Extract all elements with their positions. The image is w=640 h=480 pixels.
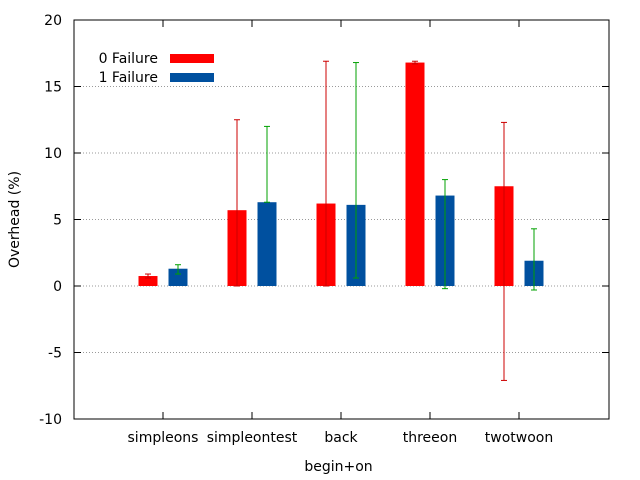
y-tick-label: -5: [48, 346, 62, 362]
x-tick-label: threeon: [403, 430, 457, 446]
bar: [168, 268, 188, 286]
legend-label: 0 Failure: [99, 51, 158, 67]
legend-swatch: [170, 73, 214, 82]
x-tick-label: back: [324, 430, 358, 446]
error-bar: [175, 264, 181, 275]
x-tick-label: simpleons: [128, 430, 199, 446]
y-tick-label: 5: [53, 213, 62, 229]
error-bar: [145, 273, 151, 279]
bar: [405, 62, 425, 287]
axis-ticks: -10 -5 0 5 10 15 20 simpleons simpleontest back th…: [39, 13, 609, 446]
legend: 0 Failure 1 Failure: [99, 51, 214, 86]
error-bar: [353, 62, 359, 279]
y-tick-label: 20: [44, 13, 62, 29]
error-bar: [264, 125, 270, 203]
error-bar: [531, 228, 537, 291]
bars: [138, 62, 544, 287]
error-bar: [442, 179, 448, 290]
grid-lines: [74, 86, 609, 353]
y-axis-title: Overhead (%): [7, 171, 23, 268]
legend-swatch: [170, 54, 214, 63]
legend-label: 1 Failure: [99, 70, 158, 86]
error-bar: [234, 119, 240, 287]
error-bar: [323, 60, 329, 287]
bar: [257, 202, 277, 286]
y-tick-label: -10: [39, 412, 62, 428]
error-bar: [412, 60, 418, 65]
y-tick-label: 10: [44, 146, 62, 162]
error-bar: [501, 121, 507, 381]
x-tick-label: twotwoon: [485, 430, 553, 446]
y-tick-label: 15: [44, 80, 62, 96]
bar: [138, 276, 158, 286]
y-tick-label: 0: [53, 279, 62, 295]
x-tick-label: simpleontest: [207, 430, 298, 446]
error-bars: [145, 60, 537, 381]
x-axis-title: begin+on: [304, 459, 372, 475]
